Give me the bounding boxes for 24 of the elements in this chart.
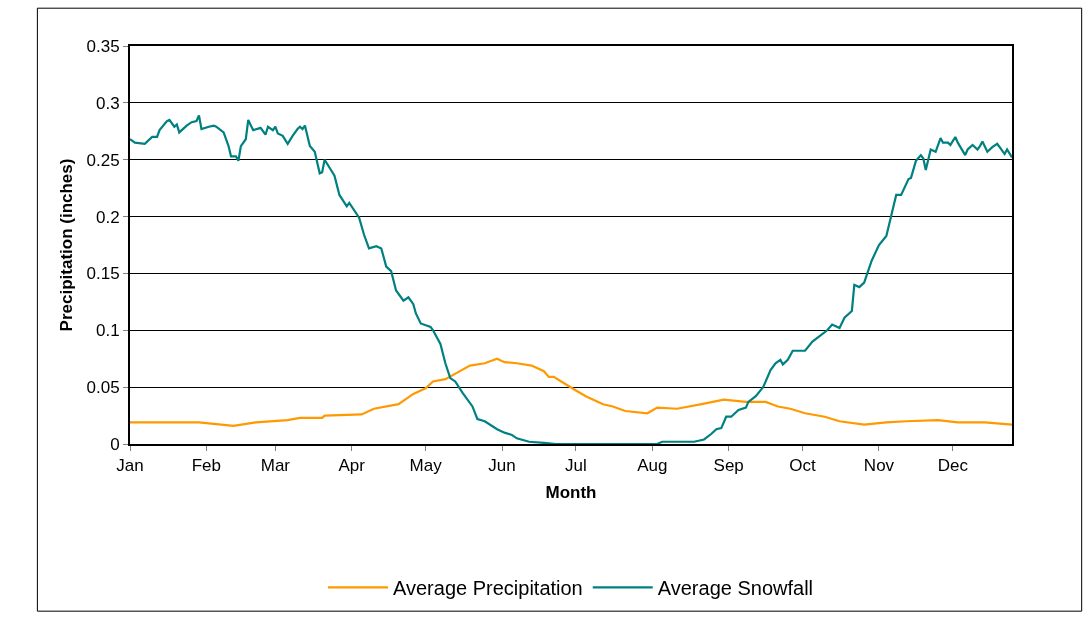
x-tick-label: Apr bbox=[338, 456, 366, 476]
y-tick-label: 0.25 bbox=[86, 150, 120, 170]
x-tick-label: May bbox=[409, 456, 443, 476]
x-tick-label: Oct bbox=[789, 456, 817, 476]
y-tick-label: 0.2 bbox=[95, 207, 120, 227]
y-axis-title: Precipitation (inches) bbox=[56, 158, 76, 332]
y-tick-label: 0.35 bbox=[86, 36, 120, 56]
x-tick-label: Sep bbox=[713, 456, 744, 476]
x-tick-label: Jan bbox=[116, 456, 144, 476]
y-tick-label: 0.05 bbox=[86, 378, 120, 398]
legend-label: Average Snowfall bbox=[657, 577, 814, 600]
x-tick-label: Jul bbox=[565, 456, 587, 476]
x-axis-title: Month bbox=[545, 483, 597, 503]
x-tick-label: Aug bbox=[637, 456, 668, 476]
y-tick-label: 0.3 bbox=[95, 93, 120, 113]
y-tick-label: 0.15 bbox=[86, 264, 120, 284]
y-tick-label: 0.1 bbox=[95, 321, 120, 341]
x-tick-label: Dec bbox=[937, 456, 969, 476]
x-tick-label: Feb bbox=[191, 456, 222, 476]
x-tick-label: Nov bbox=[863, 456, 895, 476]
y-tick-label: 0 bbox=[110, 434, 120, 454]
legend-label: Average Precipitation bbox=[393, 577, 583, 600]
x-tick-label: Jun bbox=[488, 456, 516, 476]
x-tick-label: Mar bbox=[260, 456, 291, 476]
